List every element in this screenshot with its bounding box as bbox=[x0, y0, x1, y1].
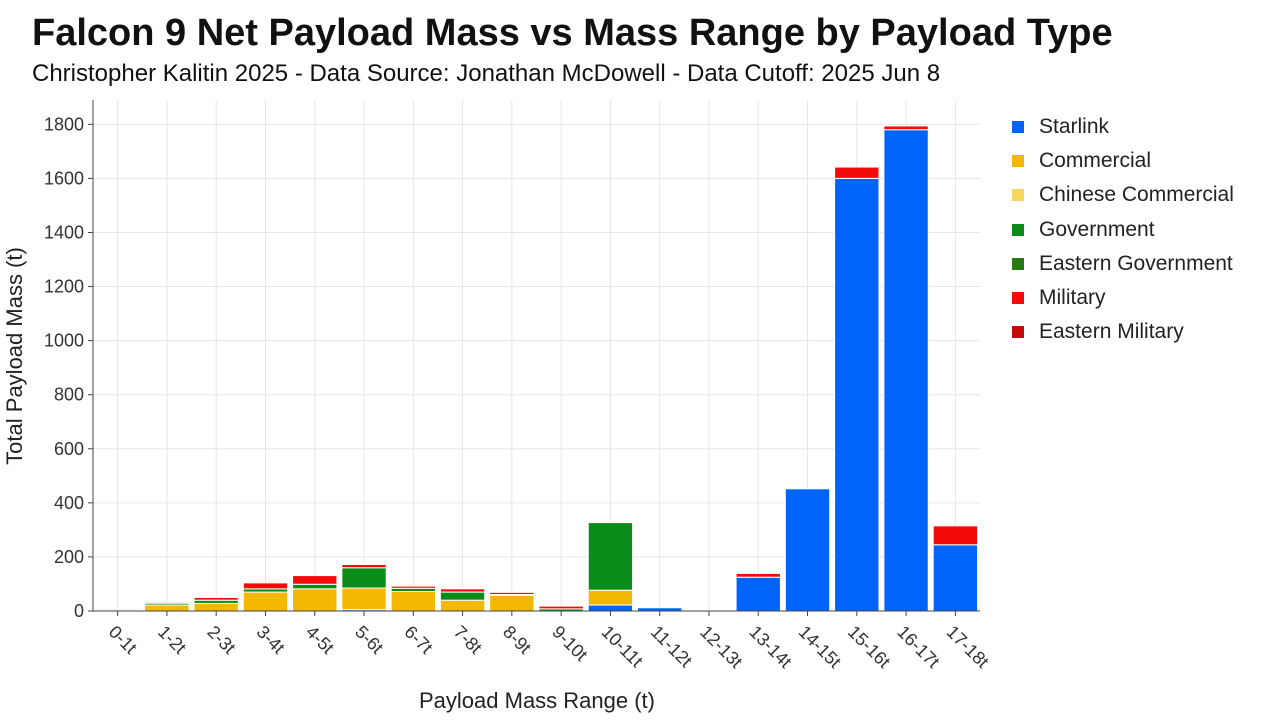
x-tick-label: 5-6t bbox=[351, 622, 387, 658]
legend-item-eastern-military[interactable]: Eastern Military bbox=[1012, 315, 1234, 349]
bar-segment-commercial-7-8t bbox=[439, 599, 486, 612]
y-tick-label: 400 bbox=[54, 493, 84, 513]
y-tick-label: 0 bbox=[74, 601, 84, 621]
chart-subtitle: Christopher Kalitin 2025 - Data Source: … bbox=[32, 60, 941, 87]
x-tick-label: 2-3t bbox=[203, 622, 239, 658]
bar-segment-commercial-6-7t bbox=[390, 591, 436, 612]
bar-segment-government-10-11t bbox=[587, 522, 634, 591]
bar-segment-commercial-1-2t bbox=[144, 604, 190, 612]
bar-segment-commercial-5-6t bbox=[341, 587, 387, 611]
y-tick-labels: 0 200 400 600 800 1000 1200 1400 1600 1800 bbox=[44, 114, 84, 621]
bar-segment-military-8-9t bbox=[489, 591, 535, 596]
x-tick-label: 11-12t bbox=[647, 622, 696, 671]
x-tick-label: 10-11t bbox=[598, 622, 647, 671]
legend-label: Eastern Military bbox=[1039, 320, 1184, 344]
bar-segment-starlink-15-16t bbox=[834, 177, 880, 612]
legend-label: Government bbox=[1039, 217, 1155, 241]
bar-segment-military-15-16t bbox=[834, 166, 880, 179]
legend-swatch bbox=[1012, 292, 1024, 305]
bar-segment-commercial-2-3t bbox=[193, 602, 239, 612]
x-tick-labels: 0-1t 1-2t 2-3t 3-4t 4-5t 5-6t 6-7t 7-8t 8-9t 9-10… bbox=[105, 622, 993, 672]
legend-label: Chinese Commercial bbox=[1039, 183, 1234, 207]
legend-swatch bbox=[1012, 223, 1024, 236]
y-tick-label: 1600 bbox=[44, 168, 84, 188]
bar-segment-military-7-8t bbox=[439, 588, 486, 593]
bar-segment-military-5-6t bbox=[341, 563, 387, 569]
legend-item-military[interactable]: Military bbox=[1012, 281, 1234, 315]
x-axis-title: Payload Mass Range (t) bbox=[419, 688, 655, 713]
axes bbox=[88, 100, 980, 616]
x-tick-label: 3-4t bbox=[253, 622, 289, 658]
bar-segment-commercial-10-11t bbox=[587, 589, 634, 606]
legend-label: Commercial bbox=[1039, 149, 1152, 173]
bar-segment-commercial-3-4t bbox=[242, 591, 289, 612]
bar-segment-military-0-1t bbox=[94, 608, 141, 611]
bar-segment-military-1-2t bbox=[144, 601, 190, 604]
x-tick-label: 17-18t bbox=[943, 622, 993, 672]
y-tick-label: 1400 bbox=[44, 222, 84, 242]
x-tick-label: 14-15t bbox=[795, 622, 845, 672]
bar-segment-starlink-16-17t bbox=[883, 129, 929, 612]
y-axis-title: Total Payload Mass (t) bbox=[2, 247, 27, 465]
bar-segment-starlink-10-11t bbox=[587, 604, 634, 612]
x-tick-label: 13-14t bbox=[745, 622, 795, 672]
bar-segment-starlink-14-15t bbox=[784, 488, 831, 612]
chart-title: Falcon 9 Net Payload Mass vs Mass Range … bbox=[32, 12, 1113, 54]
x-tick-label: 0-1t bbox=[105, 622, 141, 658]
bar-segment-starlink-13-14t bbox=[735, 576, 781, 612]
legend-item-government[interactable]: Government bbox=[1012, 213, 1234, 247]
legend-item-starlink[interactable]: Starlink bbox=[1012, 110, 1234, 144]
legend-label: Eastern Government bbox=[1039, 251, 1233, 275]
x-tick-label: 9-10t bbox=[548, 622, 591, 665]
y-tick-label: 1800 bbox=[44, 114, 84, 134]
bar-segment-government-5-6t bbox=[341, 567, 387, 589]
y-tick-label: 1200 bbox=[44, 277, 84, 297]
legend-label: Starlink bbox=[1039, 115, 1110, 139]
bar-segment-military-16-17t bbox=[883, 125, 929, 131]
bar-segment-government-4-5t bbox=[292, 583, 338, 590]
x-tick-label: 16-17t bbox=[893, 622, 943, 672]
legend-swatch bbox=[1012, 189, 1024, 202]
bar-segment-starlink-17-18t bbox=[932, 544, 979, 612]
bar-segment-military-4-5t bbox=[292, 575, 338, 585]
x-tick-label: 8-9t bbox=[499, 622, 535, 658]
bar-segment-military-6-7t bbox=[390, 585, 436, 589]
x-tick-label: 6-7t bbox=[400, 622, 436, 658]
legend-label: Military bbox=[1039, 286, 1106, 310]
x-tick-label: 4-5t bbox=[302, 622, 338, 658]
bar-segment-military-2-3t bbox=[193, 596, 239, 601]
legend-item-eastern-government[interactable]: Eastern Government bbox=[1012, 247, 1234, 281]
legend-swatch bbox=[1012, 326, 1024, 339]
y-tick-label: 1000 bbox=[44, 331, 84, 351]
y-tick-label: 200 bbox=[54, 547, 84, 567]
legend-swatch bbox=[1012, 155, 1024, 168]
legend-item-commercial[interactable]: Commercial bbox=[1012, 144, 1234, 178]
x-tick-label: 12-13t bbox=[696, 622, 746, 672]
x-tick-label: 15-16t bbox=[844, 622, 894, 672]
y-tick-label: 800 bbox=[54, 385, 84, 405]
bar-segment-military-17-18t bbox=[932, 525, 979, 546]
legend: Starlink Commercial Chinese Commercial Gove… bbox=[1012, 110, 1234, 349]
y-tick-label: 600 bbox=[54, 439, 84, 459]
bar-segment-commercial-4-5t bbox=[292, 588, 338, 612]
x-tick-label: 1-2t bbox=[154, 622, 190, 658]
legend-swatch bbox=[1012, 257, 1024, 270]
legend-swatch bbox=[1012, 121, 1024, 134]
bar-stacks bbox=[94, 125, 979, 612]
grid-lines bbox=[93, 100, 980, 612]
x-tick-label: 7-8t bbox=[450, 622, 486, 658]
bar-segment-military-13-14t bbox=[735, 572, 781, 578]
legend-item-chinese-commercial[interactable]: Chinese Commercial bbox=[1012, 178, 1234, 212]
bar-segment-government-7-8t bbox=[439, 591, 486, 601]
bar-segment-commercial-8-9t bbox=[489, 594, 535, 612]
bar-segment-military-3-4t bbox=[242, 582, 289, 590]
bar-segment-military-9-10t bbox=[538, 605, 584, 610]
